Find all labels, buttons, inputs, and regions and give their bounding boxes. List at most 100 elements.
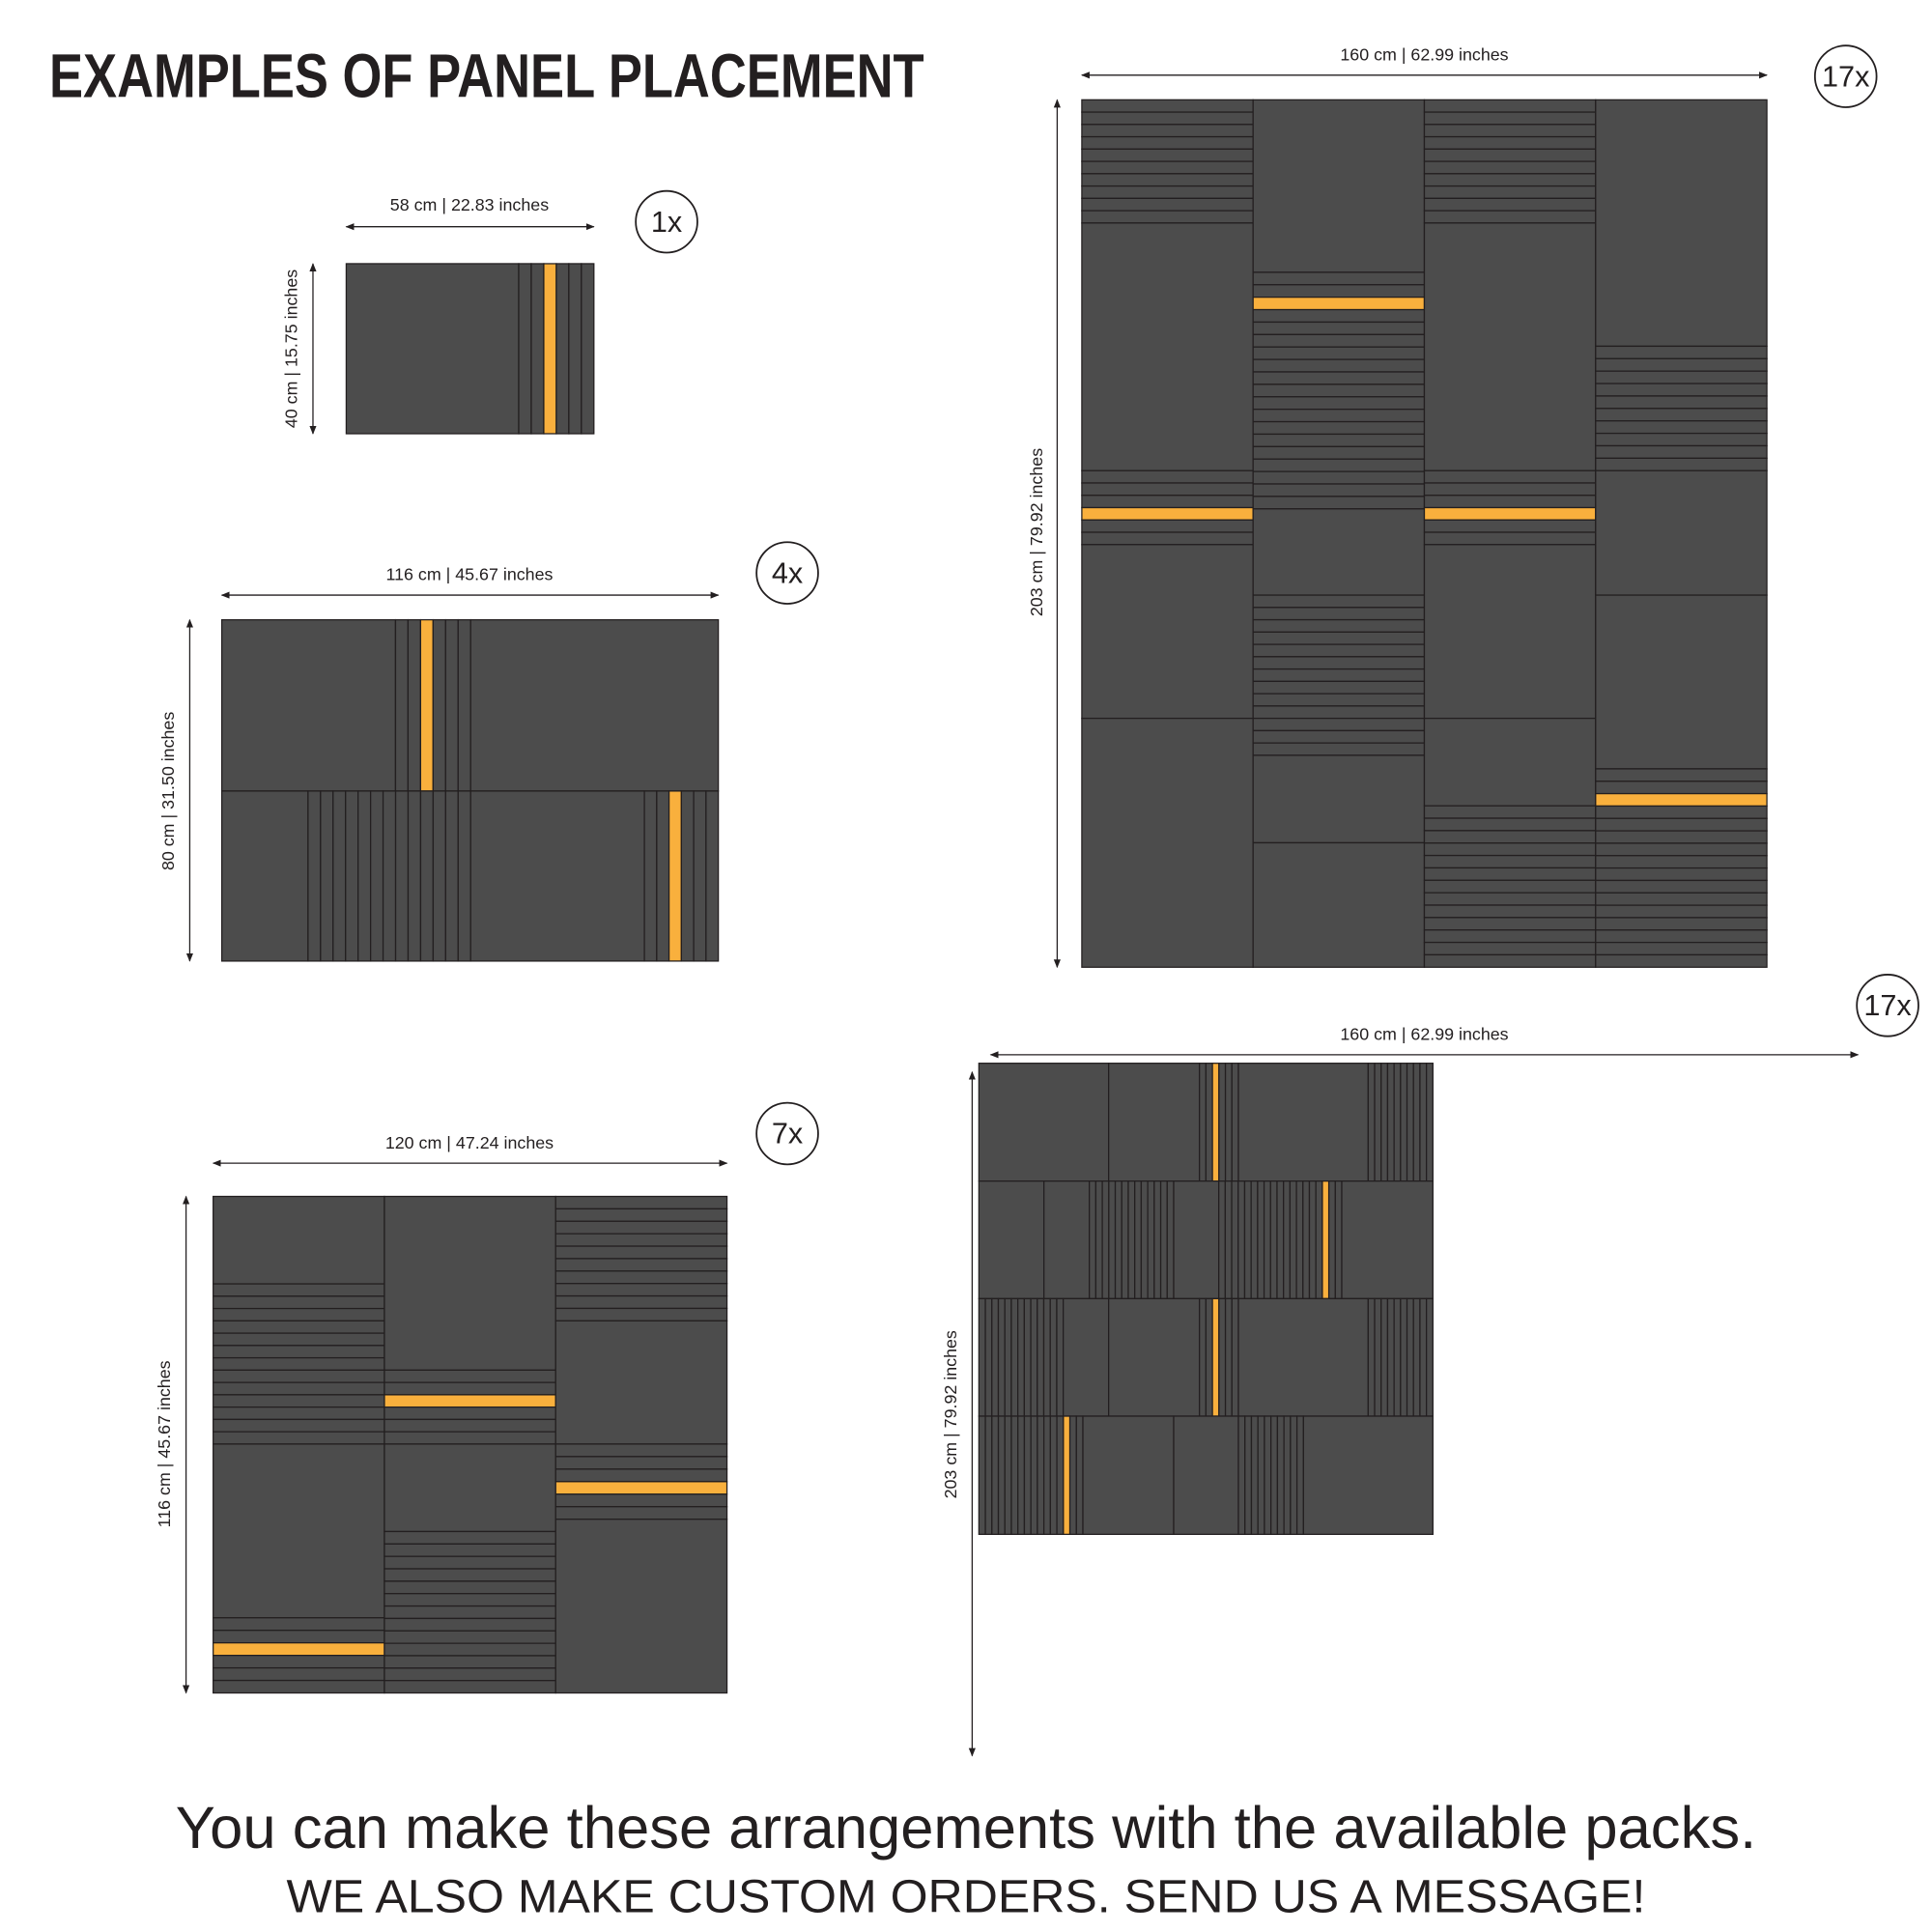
slat [1295,1415,1304,1535]
slat [1380,1297,1389,1417]
slat [1056,1297,1065,1417]
height-label: 116 cm | 45.67 inches [155,1360,174,1527]
slat [1423,917,1597,931]
slat [1400,1063,1408,1182]
panel-layout-1x [345,263,595,435]
slat [384,1431,556,1445]
height-label: 203 cm | 79.92 inches [1027,448,1046,616]
slat [680,790,695,962]
panel-plain-section [1081,544,1254,720]
slat [554,1493,728,1508]
panel-layout-4x [220,618,720,962]
slat [1423,160,1597,175]
panel-plain-section [1043,1180,1091,1299]
panel-plain-section [220,790,309,962]
slat [1595,781,1768,795]
slat [1315,1180,1323,1299]
slat [1030,1415,1038,1535]
slat [1089,1180,1097,1299]
slat [1295,1180,1304,1299]
slat [213,1617,385,1632]
slat [320,790,334,962]
panel-plain-section [1595,594,1768,770]
arrangement-17x-vertical: 160 cm | 62.99 inches 203 cm | 79.92 inc… [941,974,1919,1757]
page-title: EXAMPLES OF PANEL PLACEMENT [49,42,924,111]
slat [1252,308,1426,324]
slat [384,1642,556,1657]
slat [1419,1297,1428,1417]
slat [1276,1180,1285,1299]
count-badge-label: 7x [772,1118,803,1151]
accent-slat [1211,1297,1220,1417]
panel-plain-section [1081,222,1254,471]
slat [984,1415,993,1535]
slat [1049,1415,1058,1535]
accent-slat [384,1394,556,1408]
slat [1289,1180,1297,1299]
panel-layout-17x-horizontal [1081,99,1768,968]
slat [1423,904,1597,919]
slat [1231,1180,1239,1299]
slat [1030,1297,1038,1417]
slat [1252,346,1426,360]
slat [1290,1415,1298,1535]
slat [1308,1180,1317,1299]
accent-slat [1081,506,1254,521]
slat [1068,1415,1077,1535]
slat [1423,830,1597,844]
slat [693,790,707,962]
slat [213,1295,385,1310]
slat [384,1617,556,1632]
panel-plain-section [1252,99,1426,273]
slat [1252,618,1426,633]
slat [656,790,670,962]
slat [568,263,582,435]
slat [213,1418,385,1433]
slat [554,1468,728,1483]
slat [991,1297,1000,1417]
slat [1423,111,1597,126]
slat [1595,941,1768,956]
slat [1101,1180,1110,1299]
slat [1049,1297,1058,1417]
slat [213,1332,385,1347]
slat [345,790,359,962]
slat [1264,1415,1272,1535]
slat [1252,717,1426,732]
slat [394,618,410,792]
slat [1081,519,1254,533]
slat [1081,99,1254,113]
accent-slat [1321,1180,1330,1299]
slat [1252,433,1426,447]
panel-plain-section [1237,1063,1369,1182]
slat [1081,482,1254,497]
slat [1252,594,1426,609]
panel-plain-section [469,618,720,792]
slat [1037,1297,1045,1417]
slat [1423,519,1597,533]
slat [1423,210,1597,224]
footer-packs-note: You can make these arrangements with the… [176,1795,1756,1861]
panel-plain-section [213,1195,385,1285]
slat [1393,1063,1402,1182]
width-label: 116 cm | 45.67 inches [386,565,554,584]
slat [384,1605,556,1620]
slat [1367,1297,1376,1417]
slat [1199,1063,1208,1182]
slat [1224,1297,1233,1417]
slat [1252,384,1426,398]
slat [1218,1297,1227,1417]
slat [384,1655,556,1669]
slat [369,790,384,962]
slat [384,1568,556,1582]
slat [1257,1180,1265,1299]
slat [213,1345,385,1359]
panel-plain-section [978,1180,1045,1299]
slat [1595,383,1768,397]
panel-plain-section [1595,469,1768,596]
slat [1252,656,1426,670]
slat [554,1208,728,1222]
slat [1081,173,1254,187]
slat [554,1270,728,1285]
